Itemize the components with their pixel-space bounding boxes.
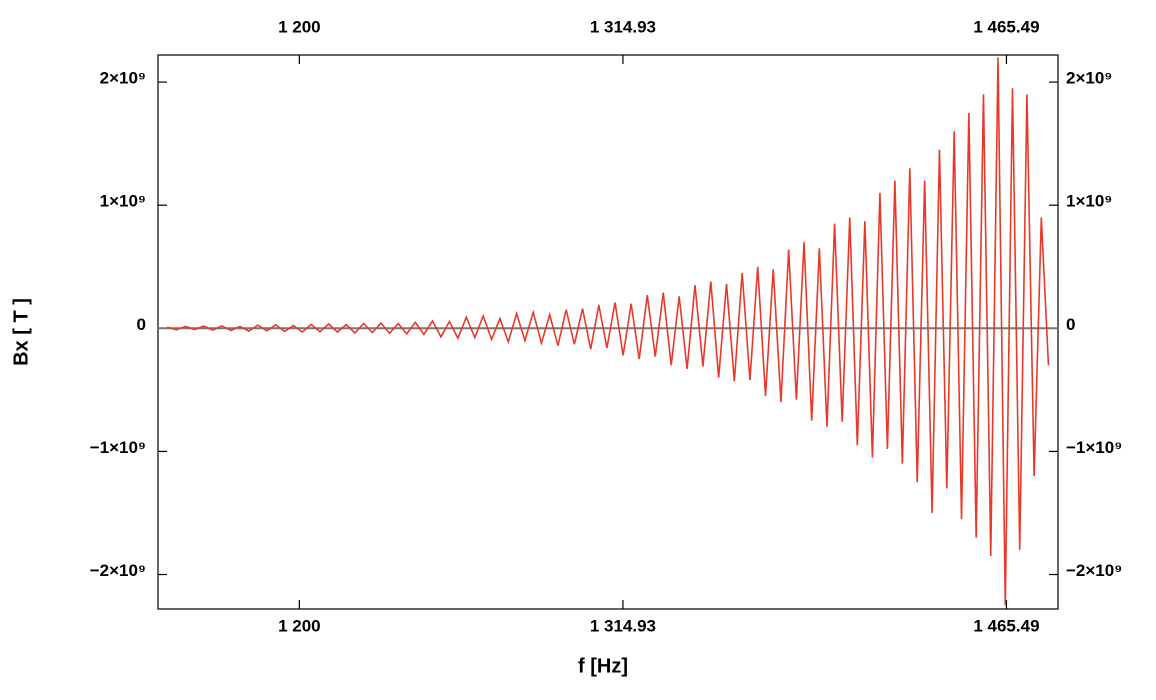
x-axis-label: f [Hz] — [578, 655, 628, 677]
y-tick-label: 2×10⁹ — [100, 69, 146, 88]
series-line — [166, 57, 1050, 606]
y-tick-label-right: 0 — [1066, 315, 1075, 334]
y-tick-label: 1×10⁹ — [100, 192, 146, 211]
y-tick-label-right: −2×10⁹ — [1066, 561, 1122, 580]
x-tick-label-top: 1 314.93 — [590, 17, 656, 36]
y-tick-label-right: −1×10⁹ — [1066, 438, 1122, 457]
x-tick-label: 1 465.49 — [973, 616, 1039, 635]
y-tick-label: −1×10⁹ — [90, 438, 146, 457]
x-tick-label: 1 200 — [278, 616, 321, 635]
y-tick-label-right: 1×10⁹ — [1066, 192, 1112, 211]
x-tick-label: 1 314.93 — [590, 616, 656, 635]
y-tick-label-right: 2×10⁹ — [1066, 69, 1112, 88]
y-tick-label: 0 — [137, 315, 146, 334]
plot-frame — [157, 54, 1059, 610]
x-tick-label-top: 1 465.49 — [973, 17, 1039, 36]
y-tick-label: −2×10⁹ — [90, 561, 146, 580]
y-axis-label: Bx [ T ] — [10, 298, 32, 366]
x-tick-label-top: 1 200 — [278, 17, 321, 36]
